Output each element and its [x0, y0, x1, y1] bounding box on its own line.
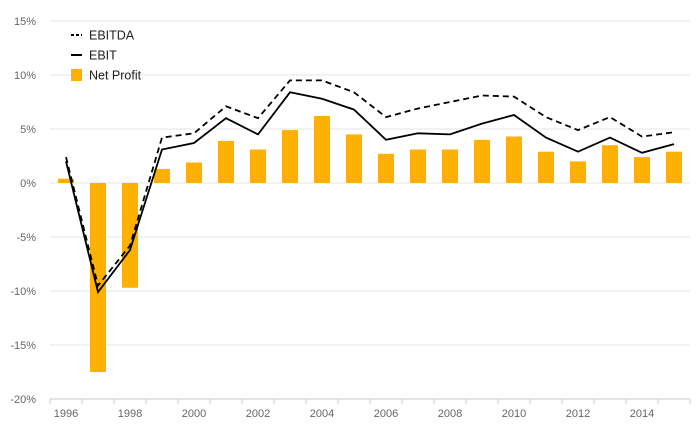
bar-net-profit-1996 — [58, 178, 74, 183]
x-tick-label: 2012 — [566, 408, 590, 420]
x-tick-label: 2000 — [182, 408, 206, 420]
bar-net-profit-2004 — [314, 116, 330, 183]
bar-net-profit-2014 — [634, 157, 650, 183]
bar-net-profit-2000 — [186, 162, 202, 183]
bar-net-profit-1998 — [122, 183, 138, 288]
x-axis: 1996 1998 2000 2002 2004 2006 2008 2010 2012 2014 — [49, 398, 691, 420]
bar-net-profit-2002 — [250, 149, 266, 183]
x-tick-label: 2006 — [374, 408, 398, 420]
y-tick-label: -20% — [10, 394, 36, 406]
line-ebit — [65, 91, 675, 295]
bar-net-profit-2013 — [602, 145, 618, 183]
legend-swatch-net-profit — [71, 69, 82, 81]
y-tick-label: -15% — [10, 340, 36, 352]
y-tick-label: 10% — [14, 70, 36, 82]
net-profit-bars — [58, 116, 682, 372]
x-tick-label: 1996 — [54, 408, 78, 420]
bar-net-profit-2005 — [346, 134, 362, 183]
y-tick-label: -5% — [16, 232, 36, 244]
x-tick-label: 2002 — [246, 408, 270, 420]
line-ebitda — [65, 79, 675, 288]
bar-net-profit-2012 — [570, 161, 586, 183]
gridlines — [50, 20, 690, 400]
bar-net-profit-2010 — [506, 136, 522, 183]
bar-net-profit-2008 — [442, 149, 458, 183]
y-tick-label: 5% — [20, 124, 36, 136]
y-tick-label: -10% — [10, 286, 36, 298]
y-axis-tick-labels: 15% 10% 5% 0% -5% -10% -15% -20% — [10, 16, 36, 406]
line-series — [65, 79, 675, 295]
bar-net-profit-2007 — [410, 149, 426, 183]
legend-label-ebit: EBIT — [89, 49, 117, 63]
bar-net-profit-2001 — [218, 140, 234, 183]
bar-net-profit-2011 — [538, 151, 554, 183]
bar-net-profit-1999 — [154, 168, 170, 183]
bar-net-profit-2003 — [282, 130, 298, 183]
bar-net-profit-2009 — [474, 139, 490, 183]
x-tick-label: 2004 — [310, 408, 334, 420]
legend: EBITDA EBIT Net Profit — [71, 29, 142, 83]
bar-net-profit-2006 — [378, 153, 394, 183]
legend-label-net-profit: Net Profit — [89, 69, 142, 83]
x-tick-label: 1998 — [118, 408, 142, 420]
bar-net-profit-1997 — [90, 183, 106, 372]
x-tick-label: 2010 — [502, 408, 526, 420]
x-tick-label: 2014 — [630, 408, 654, 420]
y-tick-label: 15% — [14, 16, 36, 28]
legend-label-ebitda: EBITDA — [89, 29, 135, 43]
x-tick-label: 2008 — [438, 408, 462, 420]
y-tick-label: 0% — [20, 178, 36, 190]
bar-net-profit-2015 — [666, 151, 682, 183]
